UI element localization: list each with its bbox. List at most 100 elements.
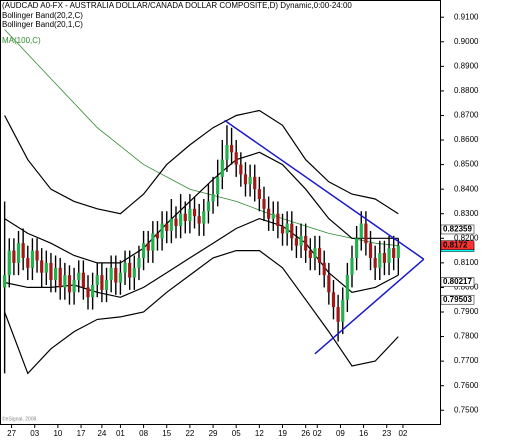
candle-body <box>396 245 400 258</box>
candle-body <box>336 307 340 322</box>
candle-body <box>280 226 285 234</box>
x-tick-label: 24 <box>97 429 106 438</box>
candle-body <box>146 243 150 251</box>
trendline <box>224 119 425 260</box>
candle-body <box>165 223 169 231</box>
candle-body <box>341 299 345 322</box>
candle-body <box>49 262 53 281</box>
candle-body <box>276 213 280 227</box>
candle-body <box>220 159 224 177</box>
y-tick-label: 0.9100 <box>454 12 479 21</box>
x-tick-label: 15 <box>162 429 171 438</box>
legend-entry: Bollinger Band(20,2,C) <box>2 11 83 20</box>
candle-body <box>26 257 30 268</box>
candle-body <box>151 233 155 251</box>
candle-body <box>91 284 95 298</box>
candle-body <box>225 144 229 160</box>
price-marker-label: 0.8172 <box>443 240 468 249</box>
candle-body <box>58 267 62 288</box>
candle-body <box>81 272 85 288</box>
legend-entry: MA(100,C) <box>2 36 41 45</box>
y-tick-label: 0.8200 <box>454 233 479 242</box>
candle-body <box>188 208 192 222</box>
x-tick-label: 03 <box>30 429 39 438</box>
candle-body <box>368 243 373 258</box>
x-tick-label: 01 <box>116 429 125 438</box>
x-tick-label: 12 <box>255 429 264 438</box>
candle-body <box>211 194 215 202</box>
y-tick-label: 0.8600 <box>454 135 479 144</box>
candle-body <box>294 238 299 246</box>
candle-body <box>308 250 312 258</box>
candle-body <box>12 250 16 263</box>
candle-body <box>364 223 368 244</box>
price-marker <box>440 294 475 305</box>
candle-body <box>7 250 11 276</box>
candle-body <box>21 243 25 258</box>
candle-body <box>67 275 72 293</box>
candle-body <box>382 253 387 263</box>
y-tick-label: 0.7900 <box>454 307 479 316</box>
y-tick-label: 0.8700 <box>454 111 479 120</box>
candle-body <box>72 280 76 293</box>
candle-body <box>77 272 81 281</box>
candle-body <box>355 238 359 258</box>
candle-body <box>114 267 118 283</box>
plot-frame <box>0 0 441 425</box>
y-tick-label: 0.8800 <box>454 86 479 95</box>
candle-body <box>179 213 183 227</box>
x-tick-label: 22 <box>185 429 194 438</box>
candle-body <box>345 275 349 300</box>
y-tick-label: 0.7700 <box>454 356 479 365</box>
candle-body <box>257 189 261 199</box>
price-marker-label: 0.80217 <box>443 277 472 286</box>
x-tick-label: 27 <box>7 429 16 438</box>
candle-body <box>16 243 21 263</box>
candle-body <box>313 248 317 258</box>
price-marker-label: 0.82359 <box>443 225 472 234</box>
y-tick-label: 0.9000 <box>454 37 479 46</box>
y-tick-label: 0.7800 <box>454 332 479 341</box>
copyright: ©eSignal, 2008 <box>2 415 36 422</box>
candle-body <box>234 152 238 165</box>
price-marker <box>440 277 475 287</box>
candle-body <box>192 208 197 217</box>
candle-body <box>322 262 326 276</box>
candle-body <box>174 218 178 227</box>
candle-body <box>239 164 243 175</box>
x-tick-label: 19 <box>278 429 287 438</box>
x-tick-label: 26 <box>301 429 310 438</box>
x-tick-label: 05 <box>232 429 241 438</box>
x-tick-label: 23 <box>382 429 391 438</box>
candle-body <box>271 213 275 219</box>
x-tick-label: 29 <box>209 429 218 438</box>
candle-body <box>137 257 141 268</box>
candle-body <box>373 257 377 268</box>
candle-body <box>44 262 48 273</box>
candle-body <box>63 275 67 288</box>
candle-body <box>53 267 58 281</box>
candle-body <box>392 248 396 258</box>
candle-body <box>3 275 7 288</box>
candle-body <box>128 262 132 278</box>
candle-body <box>359 223 363 239</box>
candle-body <box>30 250 35 268</box>
candle-body <box>86 287 90 298</box>
x-tick-label: 16 <box>359 429 368 438</box>
candle-body <box>123 262 127 273</box>
candle-body <box>100 275 104 290</box>
candle-body <box>350 257 354 276</box>
candle-body <box>169 218 173 231</box>
y-tick-label: 0.8500 <box>454 160 479 169</box>
candle-body <box>197 216 201 224</box>
candle-body <box>40 260 44 273</box>
band-upper <box>4 109 399 215</box>
candle-body <box>299 235 303 246</box>
band-lower <box>4 250 399 375</box>
y-tick-label: 0.8100 <box>454 258 479 267</box>
price-marker <box>440 240 475 250</box>
candle-body <box>248 176 252 185</box>
candle-body <box>118 272 123 283</box>
candle-body <box>202 211 206 224</box>
candle-body <box>141 243 146 258</box>
